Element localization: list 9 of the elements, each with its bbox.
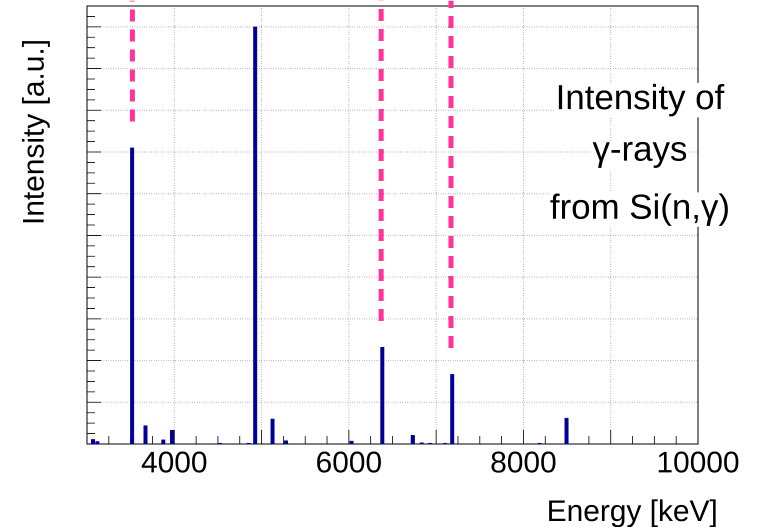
annotation: Intensity of [558, 84, 724, 116]
x-tick-label: 8000 [491, 452, 556, 473]
x-tick-label: 4000 [142, 452, 206, 473]
x-axis-title: Energy [keV] [549, 499, 716, 527]
annotation: from Si(n,γ) [550, 193, 728, 226]
y-axis-title: Intensity [a.u.] [22, 41, 50, 222]
x-tick-label: 6000 [317, 452, 381, 473]
x-tick-label: 10000 [658, 452, 738, 473]
annotation: γ-rays [592, 142, 686, 168]
